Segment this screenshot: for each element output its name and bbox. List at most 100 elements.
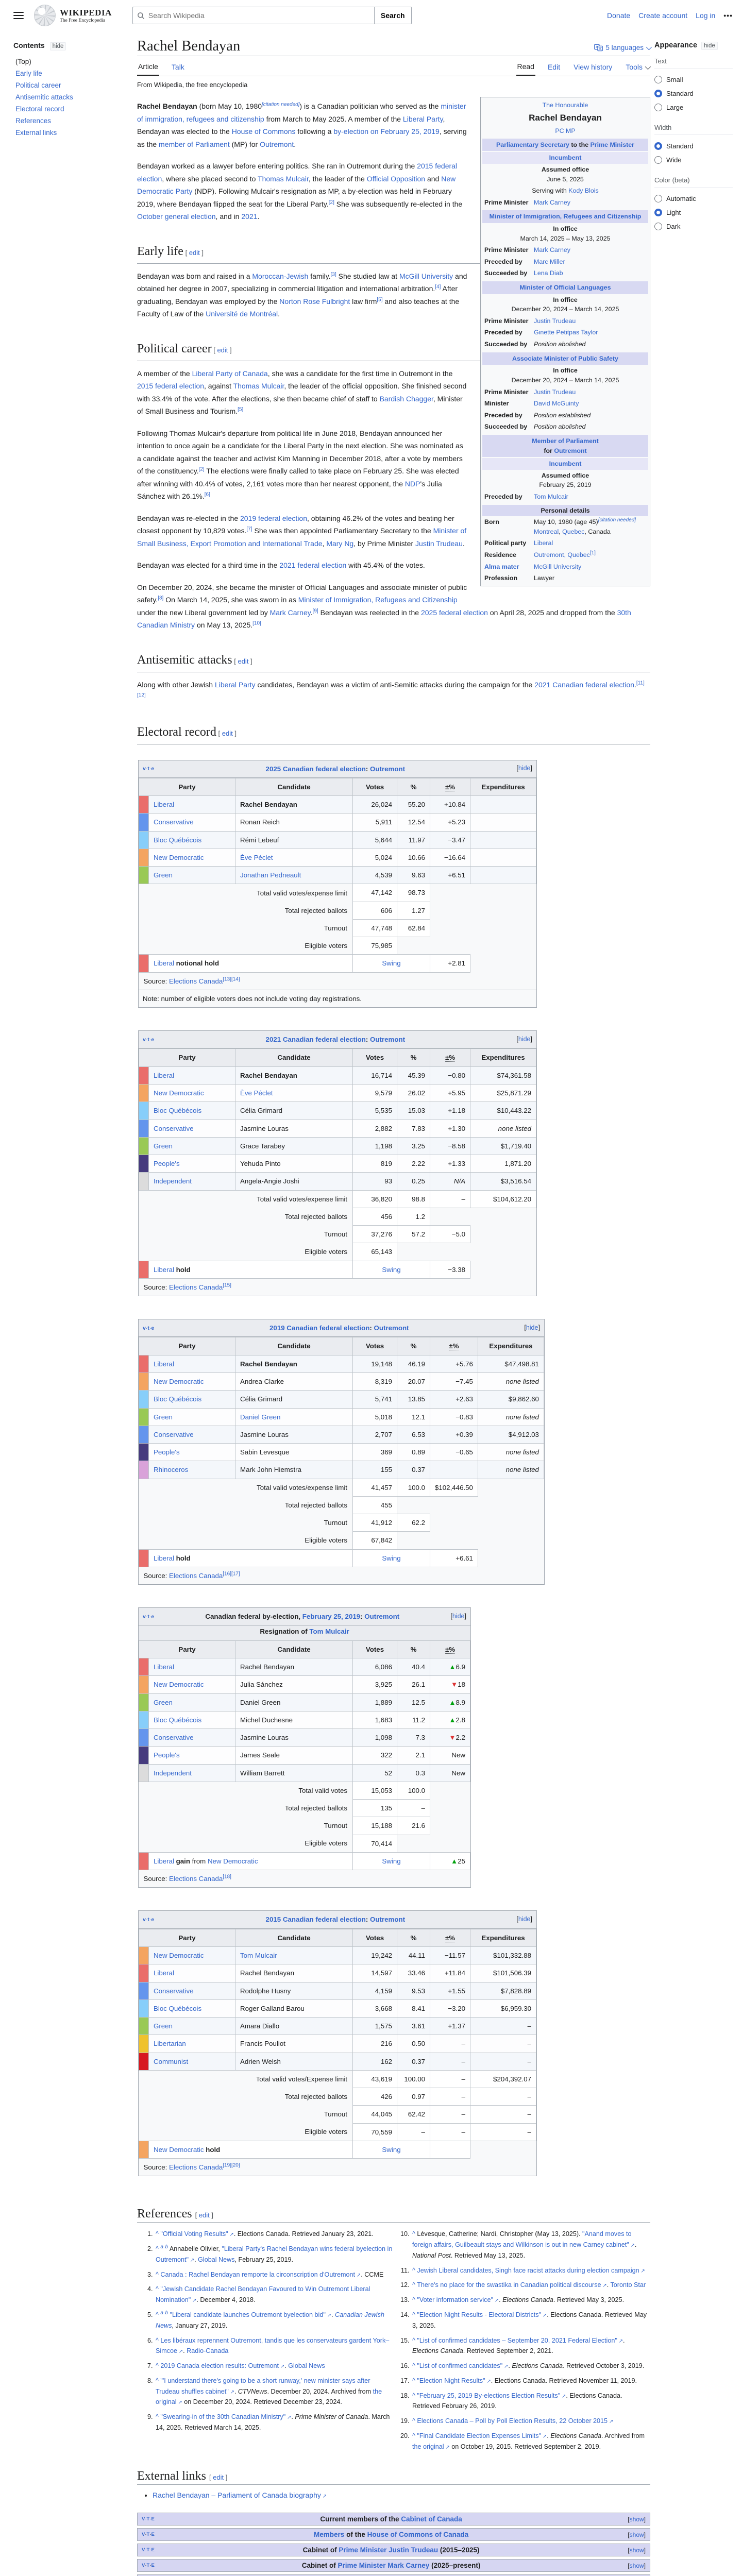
- reference-link[interactable]: [5]: [238, 406, 244, 413]
- reference-link[interactable]: a: [160, 2244, 163, 2250]
- vte-v[interactable]: v: [143, 1036, 146, 1043]
- link[interactable]: Moroccan-Jewish: [252, 272, 309, 280]
- link[interactable]: MP: [566, 127, 576, 135]
- radio-option-small[interactable]: Small: [654, 73, 733, 87]
- navbox-show-button[interactable]: [show]: [628, 2531, 646, 2538]
- reference-link[interactable]: [15]: [223, 1282, 231, 1289]
- link[interactable]: Outremont: [374, 1324, 409, 1332]
- link[interactable]: Liberal: [154, 801, 174, 809]
- link[interactable]: "Anand moves to foreign affairs, Guilbea…: [412, 2230, 632, 2249]
- link[interactable]: ^: [412, 2432, 415, 2439]
- link[interactable]: People's: [154, 1751, 180, 1759]
- link[interactable]: Independent: [154, 1769, 192, 1777]
- link[interactable]: Justin Trudeau: [534, 317, 576, 325]
- link[interactable]: Conservative: [154, 1987, 194, 1995]
- link[interactable]: Cabinet of Canada: [401, 2515, 462, 2523]
- link[interactable]: 2025 federal election: [420, 608, 488, 617]
- vte-e[interactable]: e: [151, 765, 155, 772]
- link[interactable]: 2021 Canadian federal election: [265, 1036, 366, 1044]
- vte-v[interactable]: V: [142, 2532, 145, 2538]
- link[interactable]: McGill University: [399, 272, 453, 280]
- vte-e[interactable]: E: [151, 2563, 155, 2569]
- link[interactable]: There's no place for the swastika in Can…: [417, 2281, 601, 2289]
- radio-option-large[interactable]: Large: [654, 100, 733, 114]
- navbox-show-button[interactable]: [show]: [628, 2562, 646, 2569]
- reference-link[interactable]: b: [165, 2310, 168, 2316]
- link[interactable]: Green: [154, 2022, 173, 2030]
- link[interactable]: Bloc Québécois: [154, 1716, 202, 1724]
- link[interactable]: ^: [156, 2336, 159, 2344]
- top-link-create-account[interactable]: Create account: [638, 11, 688, 20]
- link[interactable]: Tom Mulcair: [309, 1628, 349, 1636]
- link[interactable]: ^: [412, 2281, 415, 2289]
- link[interactable]: Outremont: [370, 1036, 406, 1044]
- reference-link[interactable]: [18]: [223, 1874, 231, 1880]
- link[interactable]: Bardish Chagger: [379, 394, 433, 403]
- link[interactable]: Liberal: [154, 1071, 174, 1079]
- link[interactable]: the original: [412, 2443, 444, 2450]
- link[interactable]: 2021: [241, 212, 258, 221]
- link[interactable]: Jonathan Pedneault: [240, 871, 301, 879]
- link[interactable]: Associate Minister of Public Safety: [512, 354, 618, 362]
- link[interactable]: Conservative: [154, 818, 194, 826]
- link[interactable]: the original: [156, 2387, 382, 2406]
- radio-option-wide[interactable]: Wide: [654, 153, 733, 167]
- link[interactable]: Official Opposition: [366, 174, 426, 183]
- link[interactable]: "Liberal candidate launches Outremont by…: [170, 2311, 326, 2319]
- link[interactable]: ^: [412, 2417, 415, 2425]
- link[interactable]: Les libéraux reprennent Outremont, tandi…: [156, 2336, 390, 2355]
- link[interactable]: ^: [412, 2377, 415, 2384]
- link[interactable]: Green: [154, 1413, 173, 1421]
- link[interactable]: ^: [412, 2392, 415, 2399]
- link[interactable]: Norton Rose Fulbright: [279, 297, 350, 306]
- reference-link[interactable]: a: [160, 2310, 163, 2316]
- link[interactable]: Independent: [154, 1177, 192, 1185]
- link[interactable]: Outremont: [260, 140, 294, 148]
- tab-read[interactable]: Read: [516, 58, 535, 76]
- link[interactable]: People's: [154, 1448, 180, 1456]
- search-input[interactable]: [148, 11, 370, 20]
- reference-link[interactable]: [2]: [198, 466, 205, 472]
- link[interactable]: Daniel Green: [240, 1413, 281, 1421]
- link[interactable]: New Democratic: [154, 1378, 204, 1385]
- radio-option-light[interactable]: Light: [654, 206, 733, 219]
- link[interactable]: New Democratic: [207, 1857, 258, 1865]
- link[interactable]: Mary Ng: [326, 539, 354, 548]
- link[interactable]: Global News: [198, 2256, 235, 2263]
- link[interactable]: Minister of Small Business, Export Promo…: [137, 527, 467, 548]
- reference-link[interactable]: [6]: [204, 492, 210, 498]
- link[interactable]: Ginette Petitpas Taylor: [534, 329, 598, 336]
- edit-link[interactable]: edit: [213, 2473, 224, 2482]
- link[interactable]: "Final Candidate Election Expenses Limit…: [417, 2432, 542, 2439]
- vte-e[interactable]: e: [151, 1325, 155, 1331]
- vte-e[interactable]: e: [151, 1036, 155, 1043]
- more-options-icon[interactable]: •••: [723, 11, 733, 20]
- link[interactable]: Minister of Immigration, Refugees and Ci…: [489, 213, 642, 221]
- link[interactable]: ^: [412, 2266, 415, 2274]
- link[interactable]: "Official Voting Results": [160, 2230, 228, 2238]
- link[interactable]: NDP: [404, 479, 420, 488]
- link[interactable]: Members: [314, 2531, 345, 2539]
- link[interactable]: member of Parliament: [159, 140, 230, 148]
- tab-tools[interactable]: Tools: [625, 59, 651, 75]
- reference-link[interactable]: [13][14]: [223, 976, 240, 982]
- wikipedia-logo[interactable]: WIKIPEDIA The Free Encyclopedia: [34, 5, 112, 26]
- link[interactable]: ^: [412, 2336, 415, 2344]
- link[interactable]: February 25, 2019: [302, 1613, 361, 1621]
- link[interactable]: Liberal: [534, 539, 553, 547]
- sidebar-item-antisemitic-attacks[interactable]: Antisemitic attacks: [15, 93, 73, 101]
- sidebar-item-external-links[interactable]: External links: [15, 129, 57, 137]
- link[interactable]: Swing: [382, 2145, 401, 2154]
- link[interactable]: People's: [154, 1160, 180, 1168]
- radio-option-automatic[interactable]: Automatic: [654, 192, 733, 206]
- reference-link[interactable]: [citation needed]: [262, 101, 300, 108]
- table-hide-button[interactable]: [hide]: [524, 1324, 540, 1331]
- link[interactable]: ^: [412, 2296, 415, 2304]
- radio-option-standard[interactable]: Standard: [654, 87, 733, 100]
- reference-link[interactable]: [3]: [330, 271, 336, 277]
- vte-e[interactable]: E: [151, 2547, 155, 2553]
- link[interactable]: Canada : Rachel Bendayan remporte la cir…: [160, 2270, 356, 2278]
- link[interactable]: ^: [412, 2311, 415, 2319]
- link[interactable]: Outremont: [370, 765, 406, 773]
